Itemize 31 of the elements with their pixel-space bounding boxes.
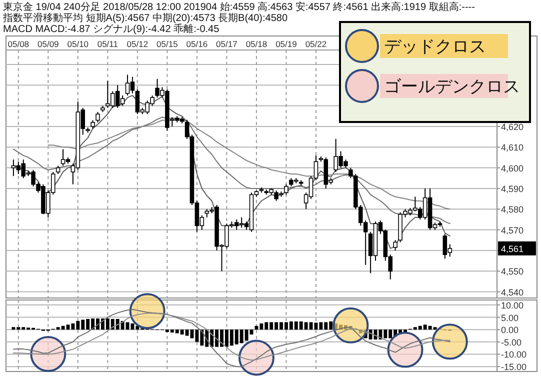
x-tick-label: 05/19 bbox=[276, 39, 298, 49]
x-tick-label: 05/16 bbox=[186, 39, 208, 49]
legend-label: デッドクロス bbox=[384, 37, 486, 56]
y-tick-label: 4,580 bbox=[501, 204, 524, 215]
x-tick-label: 05/12 bbox=[126, 39, 148, 49]
x-tick-label: 05/11 bbox=[97, 39, 118, 49]
chart-subtitle: 指数平滑移動平均 短期A(5):4567 中期(20):4573 長期B(40):4580 bbox=[2, 12, 288, 24]
x-tick-label: 05/18 bbox=[246, 39, 268, 49]
y-tick-label: 4,600 bbox=[501, 163, 524, 174]
x-tick-label: 05/17 bbox=[216, 39, 238, 49]
y-tick-label: 5.00 bbox=[501, 312, 519, 323]
x-tick-label: 05/09 bbox=[38, 39, 60, 49]
text: 4,561 bbox=[501, 244, 524, 254]
y-tick-label: 4,620 bbox=[501, 122, 524, 132]
x-tick-label: 05/22 bbox=[305, 39, 327, 49]
chart-title: 東京金 19/04 240分足 2018/05/28 12:00 201904 始:4559 高:4563 安:4557 終:4561 出来高:1919 取組高:---- bbox=[3, 1, 475, 13]
legend-label: ゴールデンクロス bbox=[384, 77, 520, 96]
y-tick-label: 4,540 bbox=[501, 287, 524, 298]
y-tick-label: 4,590 bbox=[501, 184, 524, 194]
x-tick-label: 05/08 bbox=[8, 39, 30, 49]
y-tick-label: -10.00 bbox=[501, 350, 527, 360]
x-tick-label: 05/15 bbox=[156, 39, 178, 49]
y-tick-label: 4,610 bbox=[501, 142, 524, 153]
y-tick-label: -15.00 bbox=[501, 362, 527, 372]
y-tick-label: 10.00 bbox=[501, 300, 524, 310]
y-tick-label: 4,550 bbox=[501, 266, 524, 277]
y-tick-label: -5.00 bbox=[501, 337, 522, 348]
y-tick-label: 4,570 bbox=[501, 225, 524, 236]
y-tick-label: 0.00 bbox=[501, 325, 519, 336]
text: MACD MACD:-4.87 シグナル(9):-4.42 乖離:-0.45 bbox=[3, 23, 220, 35]
x-tick-label: 05/10 bbox=[67, 39, 89, 49]
